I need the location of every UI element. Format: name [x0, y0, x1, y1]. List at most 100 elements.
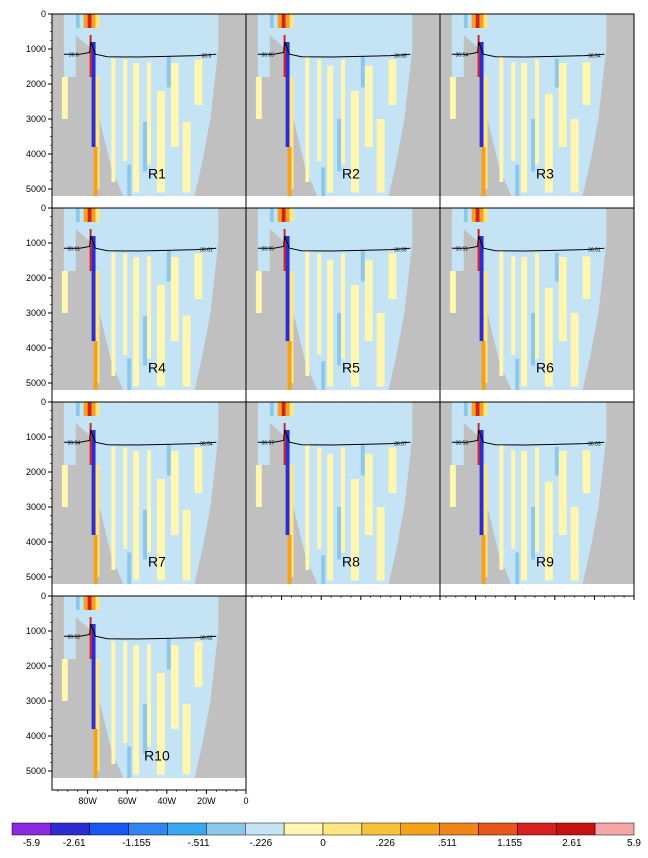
surface-anomaly: [459, 14, 464, 28]
contour-label-left: 36.52: [68, 634, 81, 640]
field-stripe: [143, 315, 148, 366]
surface-anomaly: [281, 14, 286, 28]
panel-1: 36.6 36.6 R1: [51, 13, 247, 209]
field-stripe: [321, 555, 326, 584]
panel-gap: [52, 584, 246, 596]
x-tick-label: 60W: [118, 796, 137, 806]
ocean-area: [261, 208, 413, 390]
ocean-area: [67, 14, 219, 196]
surface-anomaly: [75, 596, 80, 610]
surface-anomaly: [83, 14, 88, 28]
field-stripe: [127, 164, 132, 196]
shelf-block: [255, 271, 262, 313]
ocean-area: [455, 208, 607, 390]
panel-2: 36.65 36.65 R2: [245, 13, 441, 209]
colorbar-label: 0: [320, 838, 326, 849]
field-stripe: [156, 91, 165, 193]
field-stripe: [317, 253, 322, 355]
contour-label-right: 36.57: [394, 442, 407, 448]
panel-gap: [246, 584, 440, 596]
surface-anomaly: [281, 402, 286, 416]
boundary-current-orange: [481, 147, 486, 196]
field-stripe: [350, 285, 359, 387]
colorbar-swatch: [361, 822, 401, 836]
y-tick-label: 0: [41, 203, 46, 213]
y-tick-label: 3000: [26, 502, 46, 512]
surface-anomaly: [289, 208, 294, 222]
field-stripe: [570, 507, 579, 581]
panel-label: R9: [536, 554, 554, 570]
boundary-current-red: [89, 423, 92, 465]
colorbar-swatch: [594, 822, 635, 836]
field-stripe: [170, 645, 179, 729]
field-stripe: [582, 256, 591, 299]
surface-anomaly: [289, 14, 294, 28]
shelf-block: [255, 465, 262, 507]
shelf-block: [255, 77, 262, 119]
field-stripe: [194, 59, 203, 105]
x-tick-label: 80W: [78, 796, 97, 806]
contour-label-left: 36.65: [262, 52, 275, 58]
field-stripe: [317, 447, 322, 549]
contour-label-right: 36.54: [588, 54, 601, 60]
field-stripe: [147, 644, 151, 747]
field-stripe: [531, 119, 536, 172]
surface-anomaly: [91, 402, 96, 416]
field-stripe: [341, 447, 345, 553]
contour-label-right: 36.52: [200, 636, 213, 642]
surface-anomaly: [471, 14, 476, 28]
field-stripe: [511, 62, 516, 161]
field-stripe: [544, 481, 553, 581]
shelf-block: [451, 14, 464, 77]
field-stripe: [321, 167, 326, 196]
colorbar-swatch: [50, 822, 90, 836]
panel-frame: [51, 595, 247, 791]
surface-anomaly: [475, 402, 480, 416]
field-stripe: [156, 673, 165, 775]
colorbar-swatch: [89, 822, 129, 836]
surface-anomaly: [479, 14, 484, 28]
field-stripe: [123, 59, 128, 161]
field-stripe: [327, 65, 334, 193]
field-stripe: [143, 509, 148, 560]
y-tick-label: 1000: [26, 238, 46, 248]
y-tick-label: 0: [41, 9, 46, 19]
field-stripe: [558, 451, 567, 535]
y-tick-label: 4000: [26, 343, 46, 353]
colorbar-swatch: [128, 822, 168, 836]
boundary-current-yellow: [483, 271, 488, 383]
field-stripe: [327, 453, 334, 581]
ocean-area: [67, 208, 219, 390]
contour-line: [451, 235, 605, 252]
shelf-block: [449, 77, 456, 119]
field-stripe: [535, 253, 539, 359]
field-stripe: [388, 447, 397, 493]
panel-gap: [52, 778, 246, 790]
surface-anomaly: [269, 402, 274, 416]
surface-anomaly: [91, 14, 96, 28]
contour-label-left: 36.54: [456, 52, 469, 58]
panel-gap: [52, 390, 246, 402]
field-stripe: [544, 93, 553, 193]
field-stripe: [521, 451, 528, 581]
boundary-current-red: [477, 35, 480, 77]
boundary-current-orange: [481, 535, 486, 584]
x-tick-label: 20W: [197, 796, 216, 806]
field-stripe: [364, 259, 373, 341]
field-stripe: [376, 119, 385, 193]
y-tick-label: 0: [41, 397, 46, 407]
boundary-current-orange: [93, 535, 98, 584]
contour-label-right: 36.53: [588, 442, 601, 448]
field-stripe: [166, 444, 171, 476]
field-stripe: [127, 552, 132, 584]
colorbar-swatch: [245, 822, 285, 836]
field-stripe: [170, 451, 179, 535]
boundary-current-red: [89, 617, 92, 659]
surface-anomaly: [277, 14, 282, 28]
shelf-block: [61, 77, 68, 119]
field-stripe: [133, 451, 140, 581]
shelf-block: [451, 402, 464, 465]
shelf-block: [61, 659, 68, 701]
surface-anomaly: [75, 14, 80, 28]
